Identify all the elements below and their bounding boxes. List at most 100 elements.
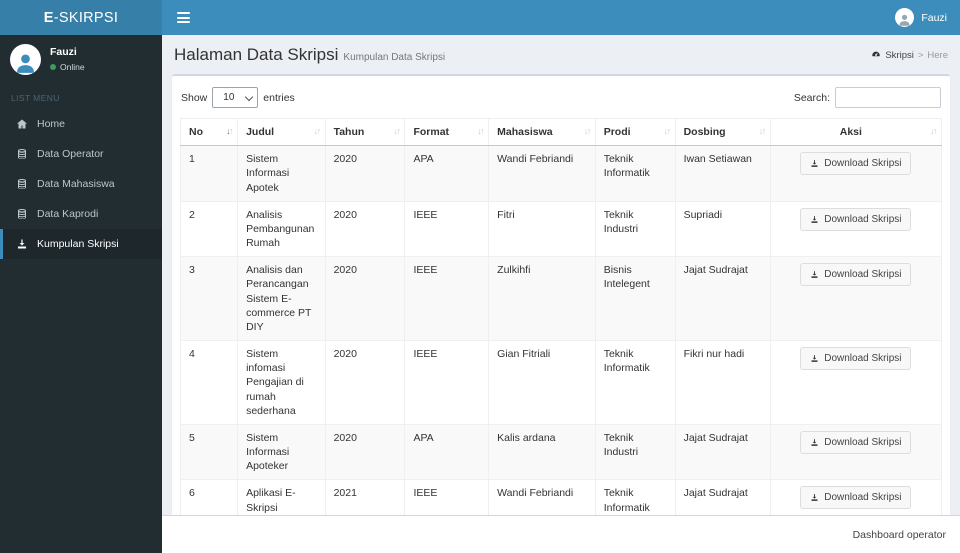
column-header-no[interactable]: No ↓↑: [179, 117, 239, 147]
sidebar: Fauzi Online LIST MENU Home Data Operator…: [0, 35, 162, 553]
cell-tahun: 2020: [324, 256, 406, 342]
cell-format: IEEE: [404, 200, 490, 258]
cell-prodi: Teknik Industri: [594, 423, 676, 481]
database-icon: [15, 208, 28, 220]
cell-dosbing: Jajat Sudrajat: [674, 256, 771, 342]
breadcrumb-current: Here: [927, 49, 948, 61]
column-label: Format: [413, 126, 450, 138]
status-label: Online: [60, 62, 85, 72]
cell-format: IEEE: [404, 340, 490, 425]
download-skripsi-button[interactable]: Download Skripsi: [800, 152, 912, 176]
cell-aksi: Download Skripsi: [769, 340, 943, 425]
cell-aksi: Download Skripsi: [769, 423, 943, 481]
sidebar-item-label: Data Operator: [37, 148, 104, 160]
download-icon: [15, 238, 28, 250]
table-row: 4 Sistem infomasi Pengajian di rumah sede…: [179, 340, 943, 425]
footer-text: Dashboard operator: [852, 528, 946, 541]
cell-tahun: 2020: [324, 340, 406, 425]
cell-tahun: 2020: [324, 200, 406, 258]
cell-format: APA: [404, 145, 490, 202]
sidebar-item-data-operator[interactable]: Data Operator: [0, 139, 162, 169]
column-header-format[interactable]: Format ↓↑: [404, 117, 490, 147]
cell-dosbing: Iwan Setiawan: [674, 145, 771, 202]
sort-icon: ↓↑: [758, 126, 767, 136]
dashboard-icon: [872, 51, 881, 57]
download-button-label: Download Skripsi: [824, 353, 902, 365]
table-row: 1 Sistem Informasi Apotek 2020 APA Wandi Feb…: [179, 145, 943, 202]
download-skripsi-button[interactable]: Download Skripsi: [800, 486, 912, 510]
cell-no: 1: [179, 145, 239, 202]
user-status[interactable]: Online: [50, 62, 85, 72]
cell-mahasiswa: Wandi Febriandi: [488, 145, 596, 202]
cell-aksi: Download Skripsi: [769, 145, 943, 202]
sidebar-item-label: Home: [37, 118, 66, 130]
cell-aksi: Download Skripsi: [769, 200, 943, 258]
app-logo[interactable]: E -SKIRPSI: [0, 0, 162, 35]
navbar-username: Fauzi: [921, 11, 947, 24]
search-label: Search:: [793, 91, 830, 104]
page-footer: Dashboard operator: [162, 515, 960, 553]
cell-tahun: 2020: [324, 423, 406, 481]
cell-prodi: Bisnis Intelegent: [594, 256, 676, 342]
sidebar-item-label: Kumpulan Skripsi: [37, 238, 119, 250]
column-label: Dosbing: [683, 126, 726, 138]
download-button-label: Download Skripsi: [824, 158, 902, 170]
cell-judul: Analisis Pembangunan Rumah: [237, 200, 326, 258]
download-skripsi-button[interactable]: Download Skripsi: [800, 430, 912, 454]
column-header-judul[interactable]: Judul ↓↑: [237, 117, 326, 147]
user-avatar: [10, 44, 41, 75]
brand-bold: E: [43, 9, 54, 26]
cell-judul: Sistem Informasi Apoteker: [237, 423, 326, 481]
cell-mahasiswa: Kalis ardana: [488, 423, 596, 481]
sidebar-toggle-icon[interactable]: [162, 0, 205, 35]
database-icon: [15, 148, 28, 160]
navbar-user-menu[interactable]: Fauzi: [882, 0, 960, 35]
data-box: Show 10 entries Search: No ↓↑ Judul ↓↑ Tahun…: [172, 74, 950, 553]
download-skripsi-button[interactable]: Download Skripsi: [800, 263, 912, 287]
breadcrumb-section[interactable]: Skripsi: [885, 49, 914, 61]
sidebar-item-data-kaprodi[interactable]: Data Kaprodi: [0, 199, 162, 229]
column-label: No: [189, 126, 203, 138]
sidebar-item-label: Data Kaprodi: [37, 208, 99, 220]
column-header-tahun[interactable]: Tahun ↓↑: [324, 117, 406, 147]
cell-no: 3: [179, 256, 239, 342]
sidebar-item-data-mahasiswa[interactable]: Data Mahasiswa: [0, 169, 162, 199]
table-controls: Show 10 entries Search:: [181, 87, 941, 108]
cell-prodi: Teknik Industri: [594, 200, 676, 258]
column-header-dosbing[interactable]: Dosbing ↓↑: [674, 117, 771, 147]
cell-dosbing: Jajat Sudrajat: [674, 423, 771, 481]
cell-judul: Sistem Informasi Apotek: [237, 145, 326, 202]
sidebar-item-home[interactable]: Home: [0, 109, 162, 139]
column-header-prodi[interactable]: Prodi ↓↑: [594, 117, 676, 147]
column-header-aksi[interactable]: Aksi ↓↑: [769, 117, 943, 147]
cell-dosbing: Fikri nur hadi: [674, 340, 771, 425]
page-subtitle: Kumpulan Data Skripsi: [343, 52, 446, 63]
cell-format: IEEE: [404, 256, 490, 342]
breadcrumb: Skripsi > Here: [871, 50, 948, 61]
user-avatar-icon: [895, 8, 915, 27]
breadcrumb-separator: >: [917, 49, 924, 61]
cell-tahun: 2020: [324, 145, 406, 202]
show-label: Show: [181, 91, 208, 104]
table-row: 3 Analisis dan Perancangan Sistem E-comme…: [179, 256, 943, 342]
cell-mahasiswa: Zulkihfi: [488, 256, 596, 342]
download-skripsi-button[interactable]: Download Skripsi: [800, 207, 912, 231]
sidebar-item-kumpulan-skripsi[interactable]: Kumpulan Skripsi: [0, 229, 162, 259]
download-skripsi-button[interactable]: Download Skripsi: [800, 347, 912, 371]
download-button-label: Download Skripsi: [824, 213, 902, 225]
home-icon: [15, 118, 28, 130]
brand-rest: -SKIRPSI: [53, 9, 119, 26]
cell-no: 4: [179, 340, 239, 425]
online-dot-icon: [50, 64, 56, 70]
column-header-mahasiswa[interactable]: Mahasiswa ↓↑: [488, 117, 596, 147]
cell-prodi: Teknik Informatik: [594, 340, 676, 425]
column-label: Aksi: [839, 126, 862, 138]
search-input[interactable]: [835, 87, 941, 108]
page-length-select[interactable]: 10: [212, 87, 259, 108]
table-header-row: No ↓↑ Judul ↓↑ Tahun ↓↑ Format ↓↑ Mahasiswa ↓↑ Pro…: [179, 117, 943, 147]
column-label: Prodi: [603, 126, 631, 138]
navbar-main: Fauzi: [162, 0, 960, 35]
cell-judul: Sistem infomasi Pengajian di rumah seder…: [237, 340, 326, 425]
sidebar-username: Fauzi: [50, 46, 77, 58]
cell-no: 2: [179, 200, 239, 258]
